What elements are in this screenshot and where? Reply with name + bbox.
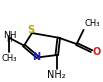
Text: CH₃: CH₃ — [84, 19, 100, 28]
Text: NH: NH — [3, 31, 17, 40]
Text: O: O — [92, 47, 101, 57]
Text: CH₃: CH₃ — [1, 54, 17, 63]
Text: S: S — [27, 25, 35, 35]
Text: N: N — [32, 52, 40, 62]
Text: NH₂: NH₂ — [47, 70, 66, 80]
Text: H: H — [7, 35, 12, 44]
